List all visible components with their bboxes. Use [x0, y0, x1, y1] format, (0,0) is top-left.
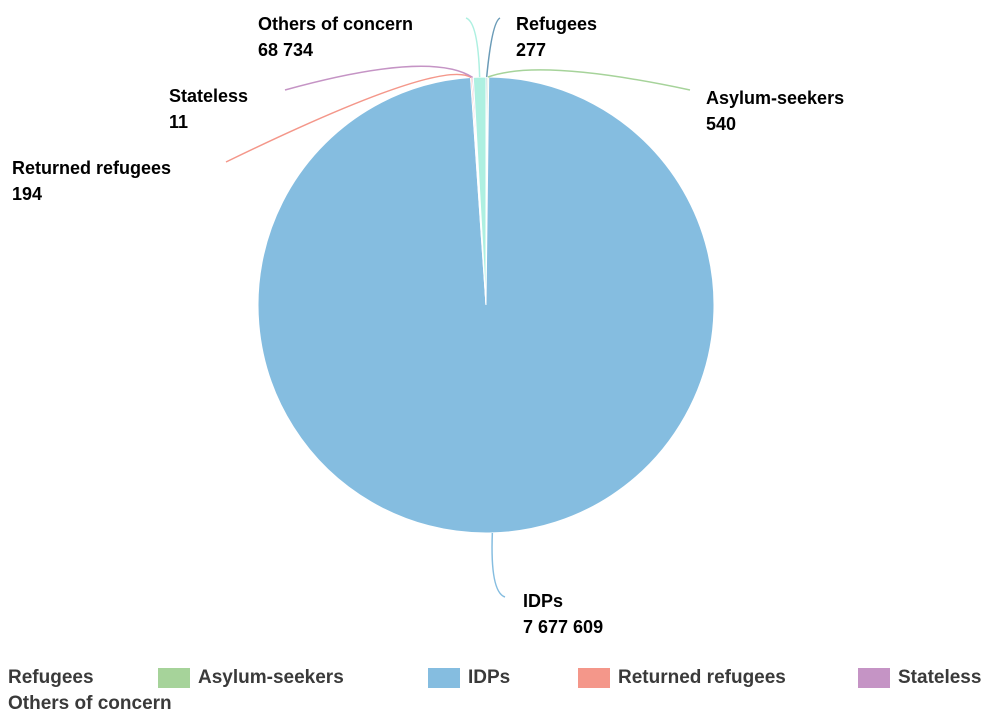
leader-line-refugees	[485, 17, 501, 78]
legend-item-others-of-concern[interactable]: Others of concern	[8, 693, 172, 715]
legend-swatch-stateless	[858, 668, 890, 688]
slice-label-name-others-of-concern: Others of concern	[258, 14, 413, 34]
leader-line-stateless	[284, 65, 474, 91]
slice-label-value-asylum-seekers: 540	[706, 114, 736, 134]
slice-label-value-stateless: 11	[169, 112, 188, 132]
slice-label-value-refugees: 277	[516, 40, 546, 60]
legend-item-returned-refugees[interactable]: Returned refugees	[578, 667, 786, 689]
legend-label-asylum-seekers: Asylum-seekers	[198, 667, 344, 688]
legend-item-idps[interactable]: IDPs	[428, 667, 510, 689]
legend-label-refugees: Refugees	[8, 667, 94, 688]
legend-swatch-asylum-seekers	[158, 668, 190, 688]
legend-label-others-of-concern: Others of concern	[8, 693, 172, 714]
slice-label-value-others-of-concern: 68 734	[258, 40, 313, 60]
leader-line-asylum-seekers	[487, 69, 691, 91]
legend: Refugees Asylum-seekers IDPs Returned re…	[8, 667, 1003, 723]
leader-line-returned-refugees	[225, 73, 472, 163]
pie-slices	[257, 76, 715, 534]
legend-label-stateless: Stateless	[898, 667, 982, 688]
leader-line-others-of-concern	[465, 17, 481, 78]
slice-label-name-asylum-seekers: Asylum-seekers	[706, 88, 844, 108]
legend-swatch-returned-refugees	[578, 668, 610, 688]
slice-label-name-stateless: Stateless	[169, 86, 248, 106]
leader-line-idps	[491, 532, 506, 598]
legend-label-idps: IDPs	[468, 667, 511, 688]
slice-label-name-idps: IDPs	[523, 591, 563, 611]
slice-label-value-idps: 7 677 609	[523, 617, 603, 637]
legend-swatch-idps	[428, 668, 460, 688]
legend-item-refugees[interactable]: Refugees	[8, 667, 94, 689]
legend-label-returned-refugees: Returned refugees	[618, 667, 786, 688]
slice-labels: Refugees 277 Asylum-seekers 540 IDPs 7 677 60…	[12, 14, 844, 637]
slice-label-value-returned-refugees: 194	[12, 184, 42, 204]
legend-item-stateless[interactable]: Stateless	[858, 667, 981, 689]
leader-lines	[225, 17, 691, 598]
pie-chart: Refugees 277 Asylum-seekers 540 IDPs 7 677 60…	[12, 14, 844, 637]
legend-item-asylum-seekers[interactable]: Asylum-seekers	[158, 667, 344, 689]
slice-label-name-refugees: Refugees	[516, 14, 597, 34]
slice-label-name-returned-refugees: Returned refugees	[12, 158, 171, 178]
